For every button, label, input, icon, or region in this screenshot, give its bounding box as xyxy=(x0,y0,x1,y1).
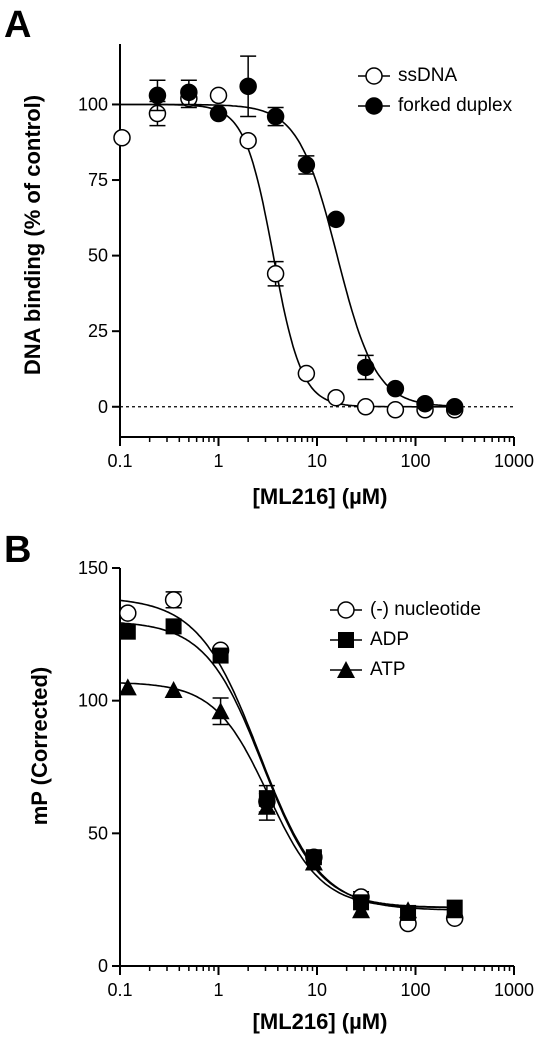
data-point xyxy=(148,86,167,105)
data-point xyxy=(356,398,375,416)
x-axis-label: [ML216] (µM) xyxy=(252,484,388,509)
data-point xyxy=(164,591,183,609)
data-point xyxy=(209,86,228,105)
legend-label: forked duplex xyxy=(398,95,513,116)
data-point xyxy=(416,394,434,413)
y-tick-label: 50 xyxy=(88,823,108,843)
legend: (-) nucleotide ADP ATP xyxy=(330,595,481,685)
filled-triangle-marker-icon xyxy=(330,661,362,678)
legend-item: ATP xyxy=(330,655,481,685)
y-tick-label: 100 xyxy=(78,691,108,711)
fit-curve xyxy=(120,103,457,407)
chart-a: 0 25 50 75 100 0.1 1 10 100 1000 xyxy=(78,44,534,471)
legend-label: ATP xyxy=(370,659,406,680)
x-tick-label: 100 xyxy=(400,980,430,1000)
panel-a: A 0 25 50 75 100 0.1 1 10 100 1000 DNA binding (%… xyxy=(4,4,534,509)
legend-item: (-) nucleotide xyxy=(330,595,481,625)
data-point xyxy=(304,853,323,871)
legend-label: ADP xyxy=(370,629,410,650)
fit-curve xyxy=(120,103,457,408)
data-point xyxy=(445,901,464,919)
x-tick-label: 10 xyxy=(307,451,327,471)
legend: ssDNA forked duplex xyxy=(358,61,512,121)
filled-circle-marker-icon xyxy=(358,97,390,115)
data-point xyxy=(209,104,228,123)
data-point xyxy=(399,901,418,919)
data-point xyxy=(165,618,182,635)
x-tick-label: 1 xyxy=(213,980,223,1000)
y-tick-label: 50 xyxy=(88,246,108,266)
x-tick-label: 1000 xyxy=(494,980,534,1000)
x-tick-label: 0.1 xyxy=(107,451,132,471)
y-tick-label: 0 xyxy=(98,397,108,417)
data-point xyxy=(118,678,137,696)
y-tick-label: 100 xyxy=(78,94,108,114)
data-point xyxy=(386,401,405,419)
legend-item: ssDNA xyxy=(358,61,512,91)
data-point xyxy=(352,901,371,919)
legend-label: ssDNA xyxy=(398,65,458,86)
x-axis-label: [ML216] (µM) xyxy=(252,1009,388,1034)
x-tick-label: 100 xyxy=(400,451,430,471)
data-point xyxy=(180,83,198,102)
open-circle-marker-icon xyxy=(330,601,362,619)
y-tick-label: 150 xyxy=(78,558,108,578)
data-point xyxy=(327,388,345,407)
panel-b: B 0 50 100 150 0.1 1 10 100 1000 mP (Corrected) … xyxy=(0,525,542,1050)
data-point xyxy=(239,77,257,96)
x-tick-label: 0.1 xyxy=(107,980,132,1000)
data-point xyxy=(212,647,229,664)
data-point xyxy=(266,265,285,283)
x-tick-label: 10 xyxy=(307,980,327,1000)
data-point xyxy=(119,623,136,640)
legend-item: forked duplex xyxy=(358,91,512,121)
legend-label: (-) nucleotide xyxy=(370,599,481,620)
data-point xyxy=(327,210,345,229)
y-tick-label: 25 xyxy=(88,321,108,341)
y-axis-label: mP (Corrected) xyxy=(27,666,52,826)
data-point xyxy=(266,107,285,126)
y-tick-label: 75 xyxy=(88,170,108,190)
legend-item: ADP xyxy=(330,625,481,655)
x-tick-label: 1 xyxy=(213,451,223,471)
x-tick-label: 1000 xyxy=(494,451,534,471)
data-point xyxy=(119,604,137,622)
open-circle-marker-icon xyxy=(358,67,390,85)
data-point xyxy=(211,702,230,720)
data-point xyxy=(297,364,316,383)
panel-letter: A xyxy=(4,4,32,46)
data-point xyxy=(386,379,405,398)
fit-curve xyxy=(120,682,457,909)
data-point xyxy=(239,131,257,150)
y-axis-label: DNA binding (% of control) xyxy=(20,94,45,376)
data-point xyxy=(297,156,316,174)
data-point xyxy=(164,681,183,699)
y-tick-label: 0 xyxy=(98,956,108,976)
panel-letter: B xyxy=(4,529,32,571)
data-point xyxy=(113,128,131,147)
data-point xyxy=(445,398,464,416)
filled-square-marker-icon xyxy=(330,632,362,648)
chart-b: 0 50 100 150 0.1 1 10 100 1000 xyxy=(78,558,534,1000)
data-point xyxy=(356,358,375,377)
data-point xyxy=(257,797,276,815)
